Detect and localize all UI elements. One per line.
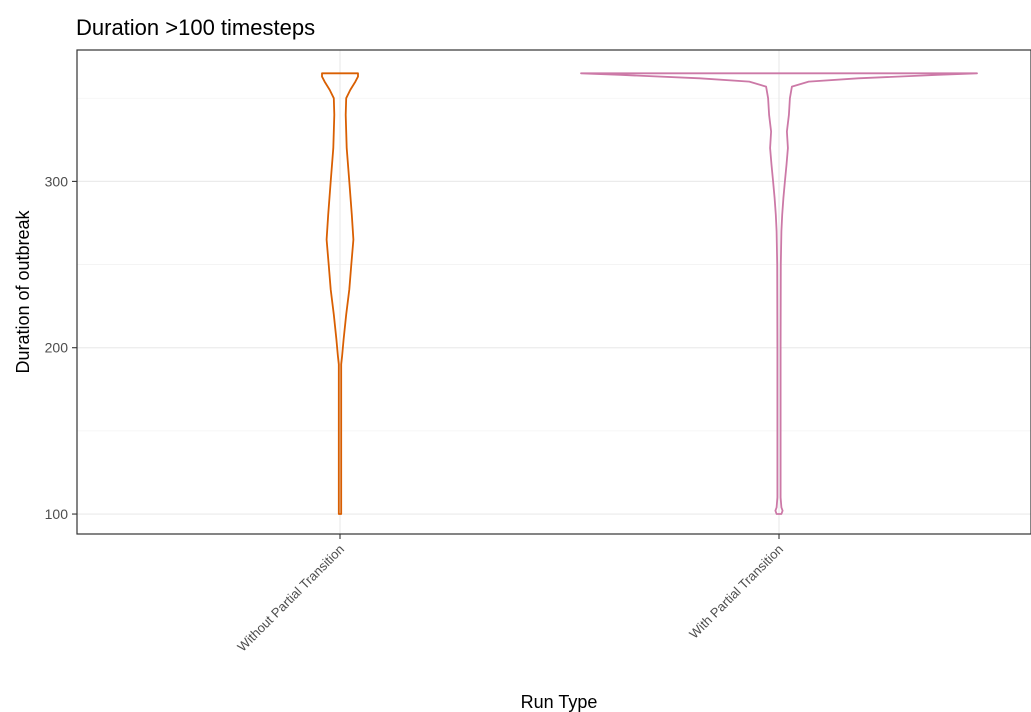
grid-lines <box>77 50 1031 534</box>
x-axis-title: Run Type <box>521 692 598 712</box>
violin-layer <box>321 72 978 515</box>
y-axis: 100 200 300 <box>45 173 77 522</box>
y-tick-label: 200 <box>45 340 69 356</box>
x-tick-label: With Partial Transition <box>686 542 786 642</box>
violin-without-partial-transition <box>321 72 359 515</box>
violin-with-partial-transition <box>580 72 978 515</box>
plot-panel-border <box>76 49 1031 535</box>
x-tick-label: Without Partial Transition <box>234 542 347 655</box>
y-tick-label: 300 <box>45 173 69 189</box>
y-axis-title: Duration of outbreak <box>13 209 33 373</box>
y-tick-label: 100 <box>45 506 69 522</box>
chart-title: Duration >100 timesteps <box>76 15 315 40</box>
x-axis: Without Partial Transition With Partial T… <box>234 534 786 654</box>
